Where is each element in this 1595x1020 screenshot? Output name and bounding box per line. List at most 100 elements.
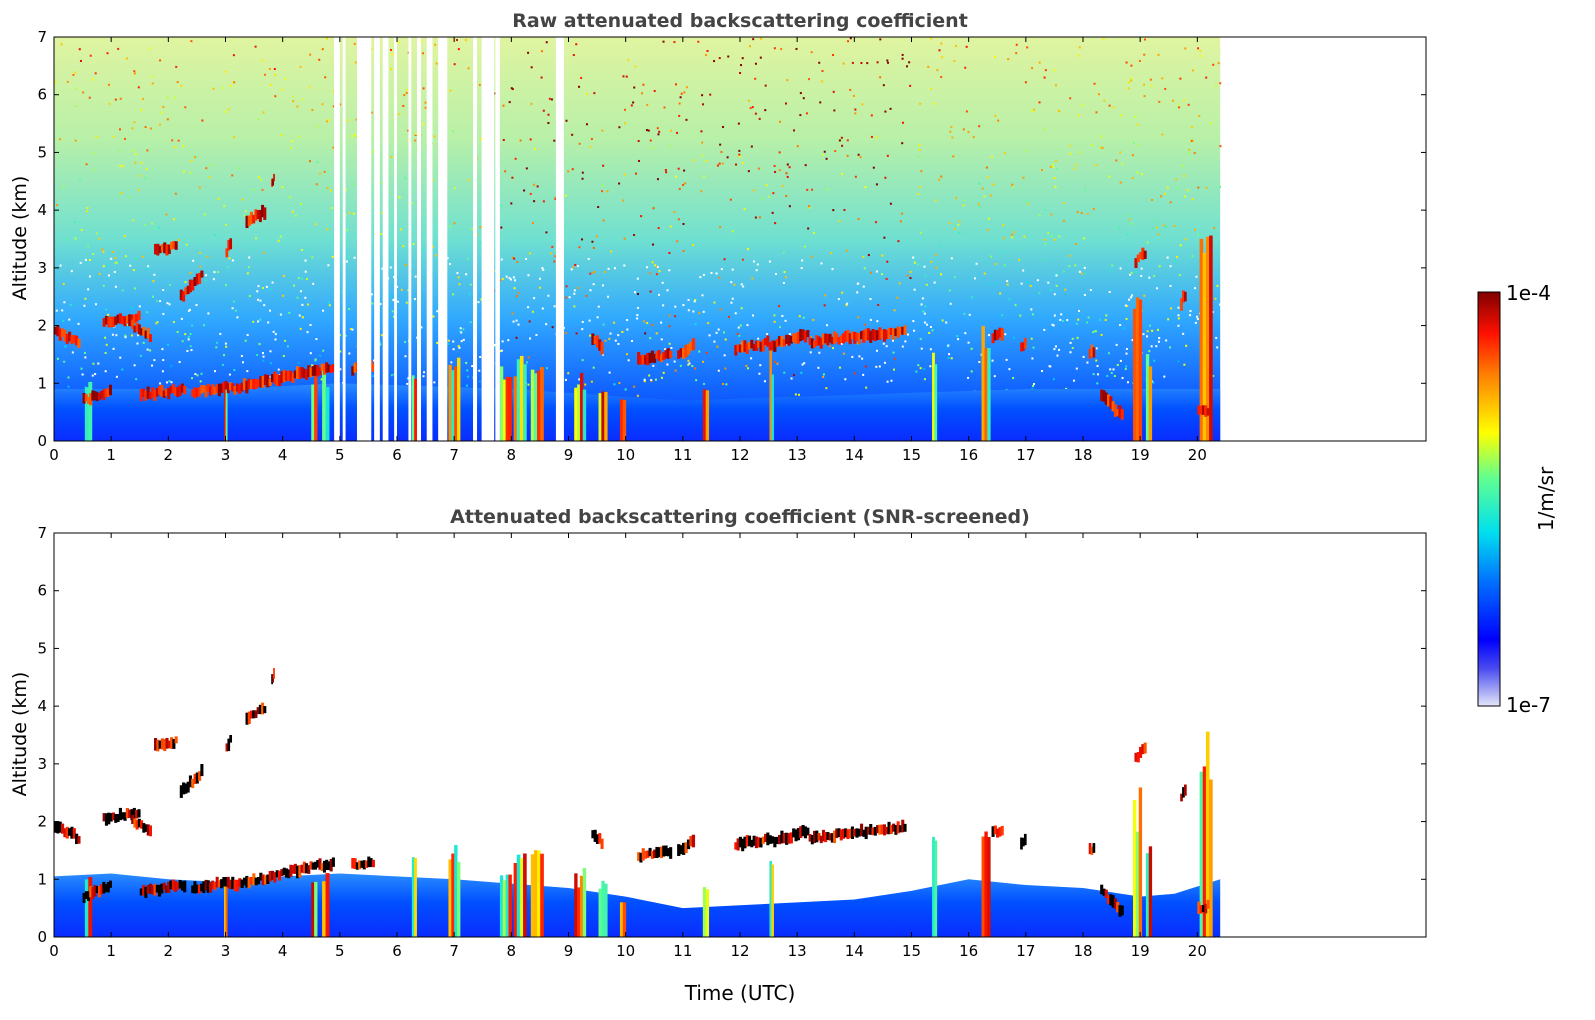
cloud-cell xyxy=(757,340,761,348)
precip-shaft xyxy=(771,864,774,937)
noise-pixel xyxy=(92,362,95,365)
noise-pixel xyxy=(1094,330,1097,333)
gap-pixel xyxy=(1040,370,1043,373)
noise-pixel xyxy=(623,237,626,240)
noise-pixel xyxy=(227,108,230,111)
gap-pixel xyxy=(1030,308,1033,311)
noise-pixel xyxy=(107,313,110,316)
precip-shaft xyxy=(322,881,327,937)
noise-pixel xyxy=(724,338,727,341)
precip-shaft xyxy=(519,858,524,937)
cloud-cell xyxy=(794,332,798,344)
cloud-cell xyxy=(1118,905,1122,917)
noise-pixel xyxy=(241,198,244,201)
x-tick-label: 11 xyxy=(673,446,692,464)
gap-pixel xyxy=(373,359,376,362)
gap-pixel xyxy=(379,303,382,306)
gap-pixel xyxy=(923,321,926,324)
gap-pixel xyxy=(61,309,64,312)
noise-pixel xyxy=(542,200,545,203)
noise-pixel xyxy=(191,324,194,327)
cloud-cell xyxy=(238,878,242,888)
noise-pixel xyxy=(274,73,277,76)
gap-pixel xyxy=(627,359,630,362)
gap-pixel xyxy=(456,272,459,275)
noise-pixel xyxy=(779,120,782,123)
noise-pixel xyxy=(247,266,250,269)
cloud-cell xyxy=(736,344,740,352)
noise-pixel xyxy=(155,300,158,303)
gap-pixel xyxy=(87,288,90,291)
noise-pixel xyxy=(585,294,588,297)
noise-pixel xyxy=(1083,237,1086,240)
cloud-cell xyxy=(144,390,148,401)
noise-pixel xyxy=(528,320,531,323)
noise-pixel xyxy=(152,280,155,283)
cloud-cell xyxy=(901,326,905,335)
noise-pixel xyxy=(883,236,886,239)
noise-pixel xyxy=(434,43,437,46)
noise-pixel xyxy=(170,365,173,368)
cloud-cell xyxy=(662,352,666,360)
cloud-cell xyxy=(135,322,139,332)
gap-pixel xyxy=(1127,381,1130,384)
cloud-cell xyxy=(1182,290,1185,303)
cloud-cell xyxy=(815,830,819,843)
noise-pixel xyxy=(893,357,896,360)
noise-pixel xyxy=(897,240,900,243)
cloud-cell xyxy=(121,315,125,325)
gap-pixel xyxy=(111,333,114,336)
noise-pixel xyxy=(531,310,534,313)
noise-pixel xyxy=(1174,260,1177,263)
cloud-cell xyxy=(371,859,375,868)
gap-pixel xyxy=(987,334,990,337)
gap-pixel xyxy=(809,351,812,354)
noise-pixel xyxy=(1091,144,1094,147)
gap-pixel xyxy=(730,301,733,304)
cloud-cell xyxy=(151,387,155,398)
noise-pixel xyxy=(234,309,237,312)
noise-pixel xyxy=(500,204,503,207)
cloud-cell xyxy=(878,327,882,340)
noise-pixel xyxy=(144,176,147,179)
cloud-cell xyxy=(896,821,900,834)
cloud-cell xyxy=(58,328,62,341)
noise-pixel xyxy=(308,86,311,89)
cloud-cell xyxy=(193,387,197,399)
noise-pixel xyxy=(940,76,943,79)
x-tick-label: 13 xyxy=(788,446,807,464)
noise-pixel xyxy=(1125,61,1128,64)
cloud-cell xyxy=(371,363,375,373)
noise-pixel xyxy=(773,360,776,363)
gap-pixel xyxy=(750,357,753,360)
noise-pixel xyxy=(299,203,302,206)
cloud-cell xyxy=(775,836,779,845)
cloud-cell xyxy=(796,331,800,344)
cloud-cell xyxy=(215,876,219,888)
noise-pixel xyxy=(970,347,973,350)
cloud-cell xyxy=(898,825,903,833)
noise-pixel xyxy=(479,241,482,244)
noise-pixel xyxy=(255,237,258,240)
noise-pixel xyxy=(643,320,646,323)
noise-pixel xyxy=(898,282,901,285)
gap-pixel xyxy=(138,305,141,308)
noise-pixel xyxy=(501,277,504,280)
gap-pixel xyxy=(892,339,895,342)
noise-pixel xyxy=(297,135,300,138)
cloud-cell xyxy=(1182,787,1185,798)
noise-pixel xyxy=(840,139,843,142)
noise-pixel xyxy=(1170,307,1173,310)
cloud-cell xyxy=(109,813,113,822)
gap-pixel xyxy=(945,321,948,324)
noise-pixel xyxy=(311,256,314,259)
precip-shaft xyxy=(579,372,584,441)
precip-shaft xyxy=(1202,766,1207,937)
noise-pixel xyxy=(405,301,408,304)
noise-pixel xyxy=(637,140,640,143)
noise-pixel xyxy=(262,251,265,254)
noise-pixel xyxy=(1166,186,1169,189)
cloud-cell xyxy=(100,884,104,895)
cloud-cell xyxy=(118,313,122,324)
cloud-cell xyxy=(313,364,318,376)
